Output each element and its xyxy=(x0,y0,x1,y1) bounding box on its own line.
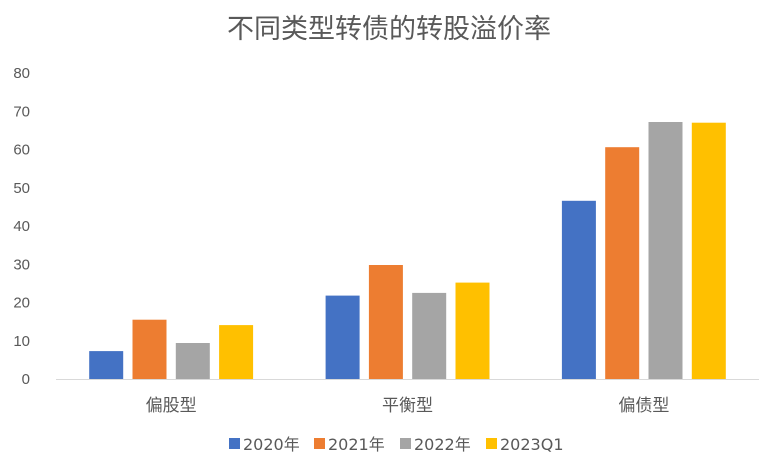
legend-swatch xyxy=(229,438,240,449)
legend-label: 2021年 xyxy=(328,435,385,454)
bar-3-2 xyxy=(412,292,447,379)
bars xyxy=(89,122,726,379)
y-tick-label: 30 xyxy=(13,256,30,273)
bar-2-2 xyxy=(368,265,403,379)
y-tick-label: 80 xyxy=(13,65,30,82)
bar-4-1 xyxy=(219,325,254,379)
bar-2-1 xyxy=(132,319,167,379)
y-tick-label: 0 xyxy=(22,371,30,388)
bar-3-1 xyxy=(175,343,210,379)
category-label: 偏股型 xyxy=(146,396,197,416)
legend-label: 2020年 xyxy=(243,435,300,454)
category-label: 偏债型 xyxy=(618,396,669,416)
legend-swatch xyxy=(486,438,497,449)
y-tick-label: 50 xyxy=(13,180,30,197)
bar-1-1 xyxy=(89,351,124,379)
bar-3-3 xyxy=(648,122,683,379)
legend: 2020年 2021年 2022年 2023Q1 xyxy=(229,435,564,454)
legend-label: 2022年 xyxy=(414,435,471,454)
bar-1-3 xyxy=(561,200,596,379)
bar-2-3 xyxy=(605,147,640,379)
bar-4-3 xyxy=(691,122,726,379)
y-tick-label: 10 xyxy=(13,333,30,350)
y-tick-label: 40 xyxy=(13,218,30,235)
y-tick-label: 70 xyxy=(13,103,30,120)
y-tick-label: 20 xyxy=(13,295,30,312)
chart-title: 不同类型转债的转股溢价率 xyxy=(227,14,551,45)
category-label: 平衡型 xyxy=(382,396,433,416)
bar-4-2 xyxy=(455,282,490,379)
legend-swatch xyxy=(400,438,411,449)
x-axis-category-labels: 偏股型 平衡型 偏债型 xyxy=(146,396,670,416)
legend-label: 2023Q1 xyxy=(500,435,564,454)
bar-1-2 xyxy=(325,295,360,379)
y-tick-label: 60 xyxy=(13,142,30,159)
y-axis-ticks: 0 10 20 30 40 50 60 70 80 xyxy=(13,65,30,388)
legend-swatch xyxy=(314,438,325,449)
